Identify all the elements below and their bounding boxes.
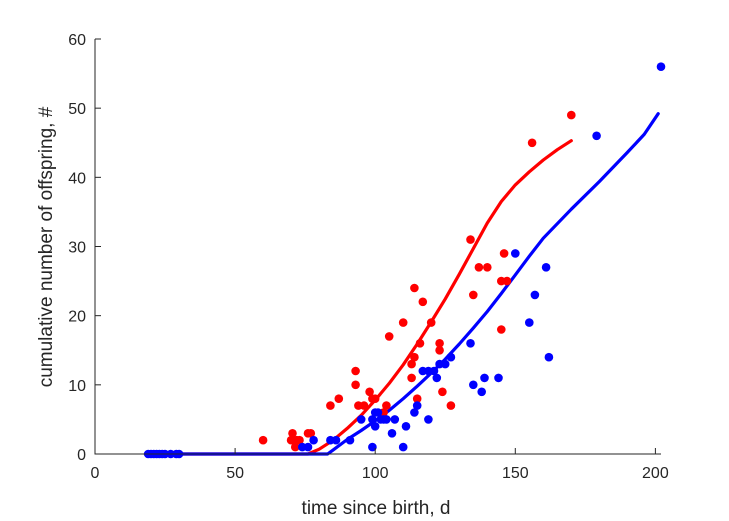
series-2-point <box>432 373 442 383</box>
series-2-point <box>656 62 666 71</box>
axes: 0 50 100 150 200 0 10 20 30 40 50 60 <box>68 32 669 482</box>
series-1-point <box>351 380 360 390</box>
series-2-point <box>345 435 355 445</box>
series-1-point <box>359 401 369 410</box>
series-2-point <box>370 422 380 431</box>
series-2-point <box>398 442 408 452</box>
series-1-point <box>567 110 576 120</box>
series-1-point <box>435 346 444 355</box>
series-2-point <box>429 366 439 376</box>
series-1-point <box>466 235 475 244</box>
series-2-point <box>494 373 503 383</box>
series-2-point <box>480 373 489 383</box>
series-1-point <box>435 339 444 348</box>
series-1-point <box>288 429 297 438</box>
series-1-point <box>291 442 300 452</box>
series-2-point <box>446 352 456 362</box>
series-2-point <box>387 429 397 438</box>
series-1-point <box>438 387 447 397</box>
series-1-point <box>306 429 316 438</box>
series-2-point <box>356 415 366 424</box>
series-1-point <box>365 387 374 397</box>
y-tick-label: 40 <box>68 170 86 187</box>
series-1-point <box>258 435 268 445</box>
series-1-point <box>483 263 492 272</box>
series-2-point <box>309 435 318 445</box>
series-2-point <box>424 415 433 424</box>
y-tick-label: 30 <box>68 240 86 257</box>
x-tick-label: 200 <box>642 465 669 482</box>
series-2-point <box>368 415 377 424</box>
y-tick-label: 20 <box>68 309 86 326</box>
y-tick-label: 0 <box>77 447 86 464</box>
series-1-point <box>502 276 512 286</box>
series-2-point <box>592 131 601 141</box>
series-1-point <box>474 263 484 272</box>
series-2-point <box>525 318 534 327</box>
series-1-point <box>410 352 419 362</box>
series-1-point <box>370 394 380 404</box>
series-1-point <box>351 366 360 376</box>
series-2-point <box>466 339 475 348</box>
x-tick-label: 50 <box>226 465 244 482</box>
series-2-point <box>410 408 419 417</box>
series-2-point <box>331 435 341 445</box>
series-2-point <box>530 290 540 300</box>
series-2-point <box>544 352 554 362</box>
series-2-point <box>390 415 400 424</box>
series-2-point <box>440 359 450 369</box>
series-1-point <box>469 290 478 300</box>
series-1-point <box>418 297 428 307</box>
series-1-point <box>497 325 506 334</box>
series-2-point <box>373 408 383 417</box>
series-1-point <box>446 401 456 410</box>
series-1-point <box>426 318 436 327</box>
y-tick-label: 60 <box>68 32 86 49</box>
series-1-point <box>527 138 537 148</box>
series-2-point <box>303 442 313 452</box>
series-1-point <box>334 394 344 404</box>
series-1-point <box>295 435 304 445</box>
series-2-point <box>368 442 377 452</box>
y-tick-label: 10 <box>68 378 86 395</box>
x-tick-label: 100 <box>362 465 389 482</box>
x-tick-label: 0 <box>91 465 100 482</box>
x-axis-label: time since birth, d <box>302 498 451 519</box>
series-1-point <box>499 249 509 258</box>
series-2-point <box>469 380 478 390</box>
series-1-point <box>415 339 425 348</box>
series-1-point <box>410 283 419 293</box>
series-1-point <box>382 401 391 410</box>
series-1-point <box>412 394 422 404</box>
series-1-point <box>407 359 416 369</box>
series-2-point <box>477 387 487 397</box>
series-2-point <box>511 249 520 258</box>
series-2-point <box>541 263 551 272</box>
series-2-point <box>412 401 422 410</box>
y-tick-label: 50 <box>68 101 86 118</box>
x-tick-label: 150 <box>502 465 529 482</box>
series-1-point <box>326 401 335 410</box>
y-axis-label: cumulative number of offspring, # <box>36 106 57 387</box>
series-1-point <box>398 318 408 327</box>
series-1-point <box>384 332 394 341</box>
series-2-point <box>401 422 411 431</box>
series-1-point <box>407 373 416 383</box>
series-2-point <box>382 415 391 424</box>
